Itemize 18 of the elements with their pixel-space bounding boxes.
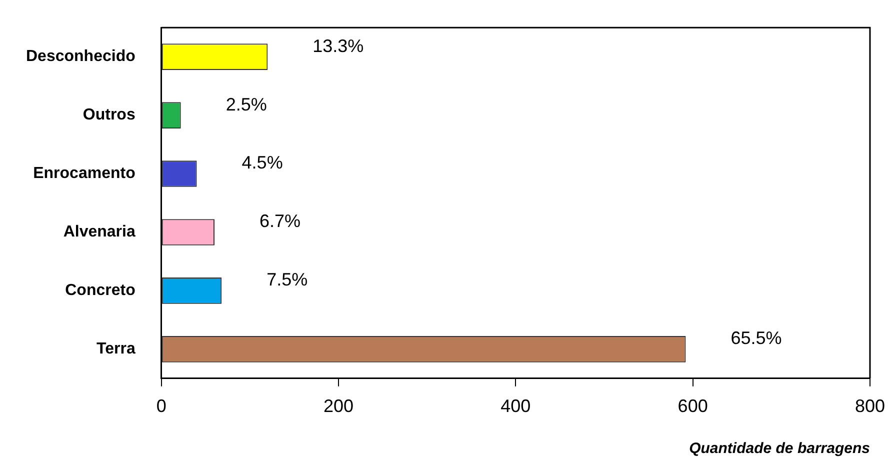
y-tick-label: Terra [96, 340, 136, 358]
x-tick-label: 400 [500, 396, 531, 416]
x-axis-title: Quantidade de barragens [689, 440, 870, 458]
x-tick-label: 800 [854, 396, 886, 416]
annotation: 4.5% [242, 152, 283, 173]
y-tick-label: Outros [82, 106, 136, 124]
annotation: 65.5% [730, 328, 782, 348]
x-tick-label: 600 [678, 396, 708, 416]
y-tick-label: Alvenaria [63, 224, 136, 241]
annotation: 13.3% [312, 36, 364, 56]
y-tick-label: Enrocamento [33, 165, 136, 182]
annotation: 6.7% [260, 211, 301, 232]
x-tick-label: 0 [156, 396, 166, 416]
annotation: 7.5% [266, 270, 308, 290]
annotation: 2.5% [226, 94, 267, 114]
y-tick-label: Desconhecido [26, 48, 136, 66]
x-tick-label: 200 [323, 396, 354, 416]
y-tick-label: Concreto [65, 282, 136, 300]
